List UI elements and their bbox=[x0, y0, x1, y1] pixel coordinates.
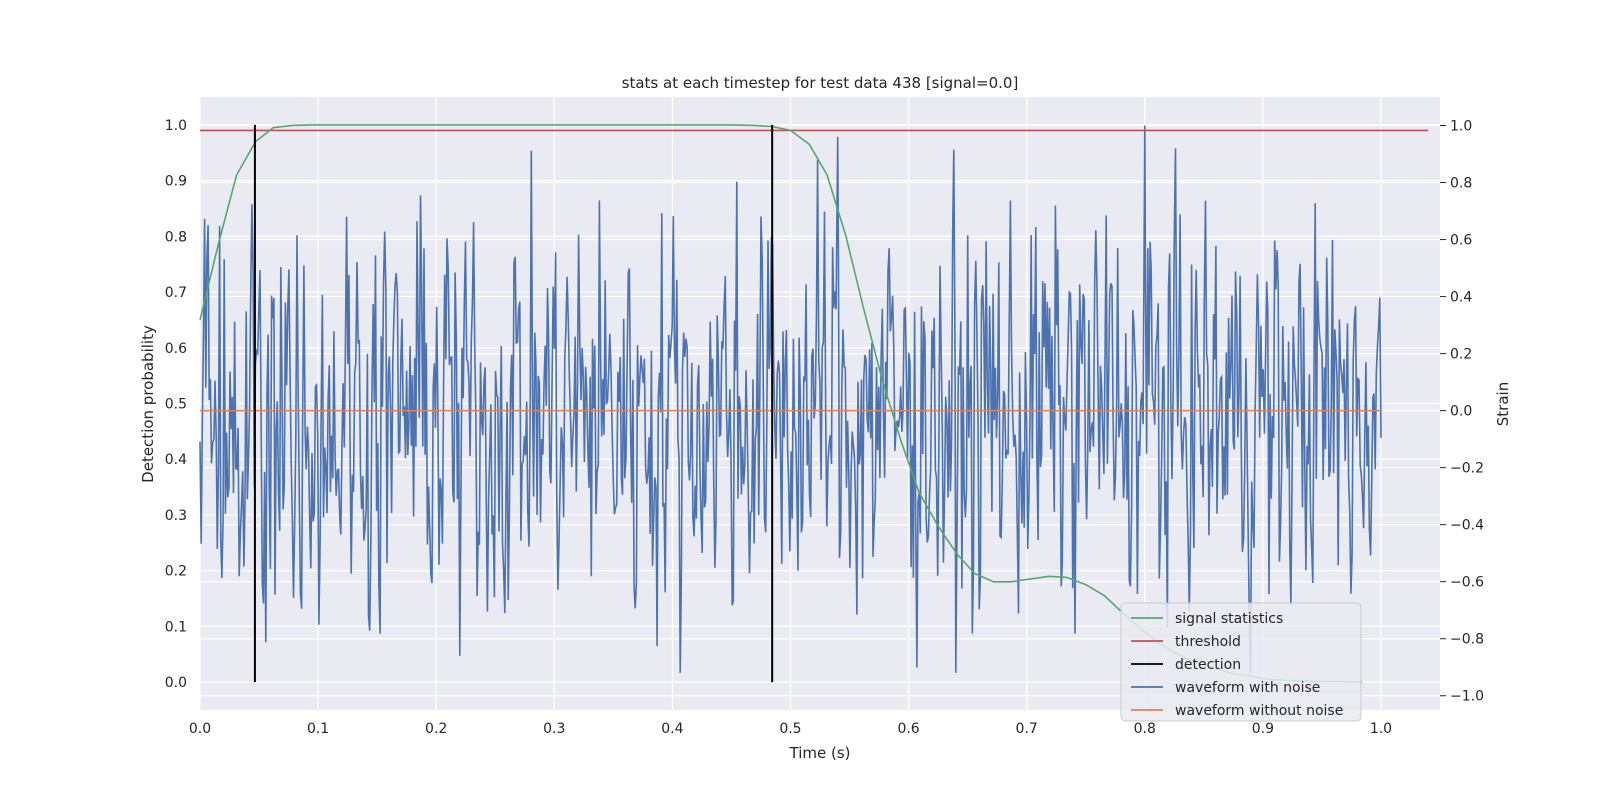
x-tick-label: 0.2 bbox=[425, 721, 447, 737]
x-axis-label: Time (s) bbox=[789, 744, 851, 762]
y-left-ticks: 0.0 0.1 0.2 0.3 0.4 0.5 0.6 0.7 0.8 0.9 1.0 bbox=[165, 118, 187, 691]
legend-box bbox=[1120, 602, 1362, 722]
x-tick-label: 0.5 bbox=[779, 721, 801, 737]
x-tick-label: 1.0 bbox=[1370, 721, 1392, 737]
y-right-tick-label: −0.4 bbox=[1450, 518, 1484, 534]
y-axis-label-right: Strain bbox=[1494, 382, 1512, 426]
legend: signal statistics threshold detection wavef… bbox=[1120, 602, 1362, 722]
y-left-tick-label: 0.8 bbox=[165, 229, 187, 245]
legend-label: waveform without noise bbox=[1175, 703, 1343, 719]
legend-label: detection bbox=[1175, 657, 1241, 673]
y-left-tick-label: 0.1 bbox=[165, 619, 187, 635]
y-right-tick-label: 1.0 bbox=[1450, 119, 1472, 135]
x-tick-label: 0.0 bbox=[189, 721, 211, 737]
y-left-tick-label: 0.9 bbox=[165, 174, 187, 190]
y-right-tick-label: −0.2 bbox=[1450, 461, 1484, 477]
y-right-tick-label: 0.0 bbox=[1450, 404, 1472, 420]
y-left-tick-label: 1.0 bbox=[165, 118, 187, 134]
x-ticks: 0.0 0.1 0.2 0.3 0.4 0.5 0.6 0.7 0.8 0.9 1.0 bbox=[189, 721, 1392, 737]
y-right-tick-label: 0.4 bbox=[1450, 290, 1472, 306]
y-left-tick-label: 0.3 bbox=[165, 508, 187, 524]
y-left-tick-label: 0.6 bbox=[165, 341, 187, 357]
y-left-tick-label: 0.4 bbox=[165, 452, 187, 468]
y-left-tick-label: 0.2 bbox=[165, 564, 187, 580]
y-right-tick-label: −1.0 bbox=[1450, 689, 1484, 705]
y-right-tick-label: 0.2 bbox=[1450, 347, 1472, 363]
y-right-tick-label: 0.6 bbox=[1450, 233, 1472, 249]
y-right-tick-label: 0.8 bbox=[1450, 176, 1472, 192]
x-tick-label: 0.7 bbox=[1016, 721, 1038, 737]
y-right-tick-label: −0.8 bbox=[1450, 632, 1484, 648]
y-axis-label-left: Detection probability bbox=[139, 325, 157, 483]
y-right-tick-label: −0.6 bbox=[1450, 575, 1484, 591]
x-tick-label: 0.1 bbox=[307, 721, 329, 737]
marks bbox=[199, 124, 1429, 683]
x-tick-label: 0.9 bbox=[1252, 721, 1274, 737]
y-left-tick-label: 0.0 bbox=[165, 675, 187, 691]
y-left-tick-label: 0.5 bbox=[165, 397, 187, 413]
x-tick-label: 0.8 bbox=[1134, 721, 1156, 737]
legend-label: signal statistics bbox=[1175, 611, 1283, 627]
x-tick-label: 0.6 bbox=[897, 721, 919, 737]
series-waveform-with-noise bbox=[199, 125, 1382, 673]
chart-title: stats at each timestep for test data 438… bbox=[622, 74, 1019, 92]
y-left-tick-label: 0.7 bbox=[165, 285, 187, 301]
legend-label: threshold bbox=[1175, 634, 1241, 650]
x-tick-label: 0.4 bbox=[661, 721, 683, 737]
legend-label: waveform with noise bbox=[1175, 680, 1320, 696]
x-tick-label: 0.3 bbox=[543, 721, 565, 737]
y-right-ticks: −1.0 −0.8 −0.6 −0.4 −0.2 0.0 0.2 0.4 0.6 0.8 1.0 bbox=[1440, 119, 1484, 705]
